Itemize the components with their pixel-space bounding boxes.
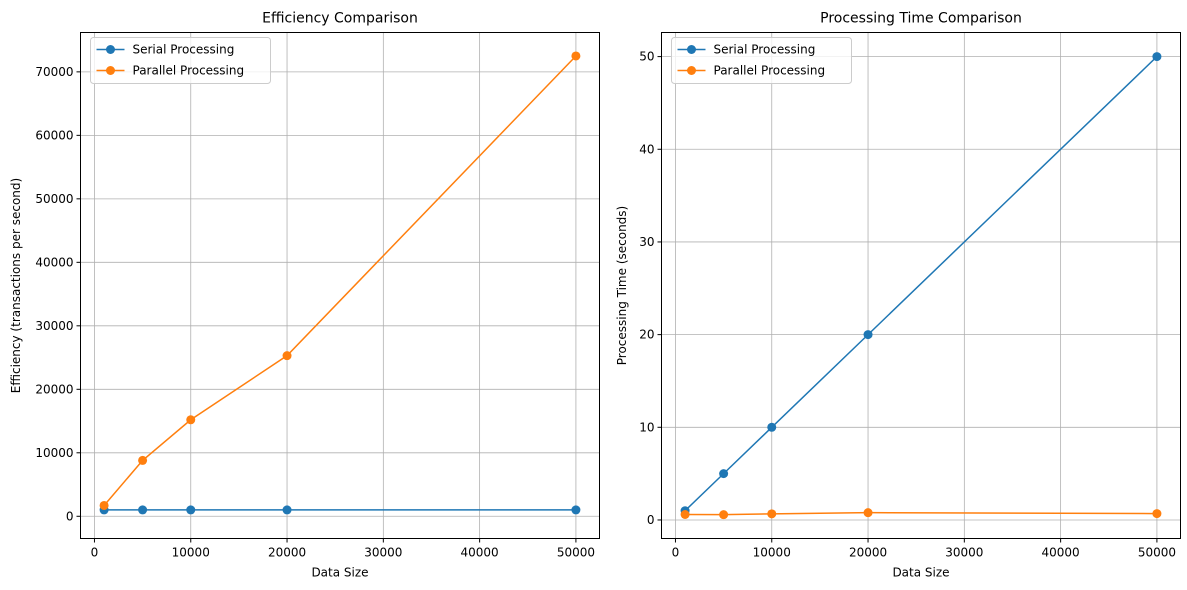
chart-title: Processing Time Comparison	[820, 11, 1022, 27]
y-tick-label: 30000	[35, 319, 73, 333]
x-tick-label: 0	[91, 546, 99, 560]
y-tick-label: 40000	[35, 255, 73, 269]
legend-label: Serial Processing	[714, 43, 816, 57]
y-tick-label: 30	[639, 235, 654, 249]
x-tick-label: 40000	[461, 546, 499, 560]
data-point-parallel	[1152, 509, 1162, 519]
legend-marker	[106, 66, 115, 75]
x-tick-label: 50000	[1138, 546, 1176, 560]
legend-label: Serial Processing	[133, 43, 235, 57]
x-tick-label: 10000	[753, 546, 791, 560]
data-point-parallel	[863, 508, 873, 518]
legend: Serial Processing Parallel Processing	[671, 37, 852, 84]
x-tick-label: 0	[672, 546, 680, 560]
y-tick-label: 10000	[35, 446, 73, 460]
data-point-parallel	[719, 510, 729, 520]
y-tick-label: 0	[66, 509, 74, 523]
plot-frame	[661, 32, 1181, 539]
x-tick-label: 50000	[557, 546, 595, 560]
y-tick-label: 20	[639, 328, 654, 342]
legend-marker	[687, 45, 696, 54]
x-tick-label: 20000	[268, 546, 306, 560]
data-point-parallel	[282, 351, 292, 361]
data-point-serial	[282, 505, 292, 515]
x-tick-label: 10000	[172, 546, 210, 560]
chart-panel-1: 0 10000 20000 30000 40000 50000 0 10000 20000 300…	[9, 11, 600, 580]
y-tick-label: 0	[647, 513, 655, 527]
series-line-parallel	[685, 511, 1157, 516]
y-axis-label: Processing Time (seconds)	[615, 206, 629, 366]
y-tick-label: 70000	[35, 65, 73, 79]
y-tick-label: 20000	[35, 382, 73, 396]
data-point-serial	[186, 505, 196, 515]
data-point-parallel	[680, 509, 690, 519]
legend-marker	[687, 66, 696, 75]
data-point-serial	[571, 505, 581, 515]
legend-box	[671, 37, 852, 84]
y-axis-label: Efficiency (transactions per second)	[9, 178, 23, 393]
y-tick-label: 40	[639, 142, 654, 156]
data-point-parallel	[571, 51, 581, 61]
x-tick-label: 30000	[945, 546, 983, 560]
x-tick-label: 20000	[849, 546, 887, 560]
series-line-parallel	[103, 55, 577, 506]
y-tick-label: 50	[639, 50, 654, 64]
data-point-parallel	[138, 455, 148, 465]
legend-label: Parallel Processing	[714, 64, 826, 78]
data-point-serial	[767, 422, 777, 432]
y-tick-label: 10	[639, 420, 654, 434]
x-tick-label: 40000	[1042, 546, 1080, 560]
legend-label: Parallel Processing	[133, 64, 245, 78]
series-line-serial	[684, 56, 1158, 512]
data-point-parallel	[99, 500, 109, 510]
y-tick-label: 60000	[35, 128, 73, 142]
x-tick-label: 30000	[364, 546, 402, 560]
data-point-serial	[719, 469, 729, 479]
plot-frame	[80, 32, 600, 539]
legend: Serial Processing Parallel Processing	[90, 37, 271, 84]
chart-title: Efficiency Comparison	[262, 11, 418, 27]
data-point-serial	[863, 330, 873, 340]
data-point-parallel	[767, 509, 777, 519]
data-point-serial	[138, 505, 148, 515]
data-point-serial	[1152, 52, 1162, 62]
chart-panel-2: 0 10000 20000 30000 40000 50000 0 10 20 30 40 50 Pro…	[615, 11, 1181, 580]
legend-marker	[106, 45, 115, 54]
y-tick-label: 50000	[35, 192, 73, 206]
x-axis-label: Data Size	[311, 566, 368, 580]
data-point-parallel	[186, 415, 196, 425]
x-axis-label: Data Size	[892, 566, 949, 580]
legend-box	[90, 37, 271, 84]
